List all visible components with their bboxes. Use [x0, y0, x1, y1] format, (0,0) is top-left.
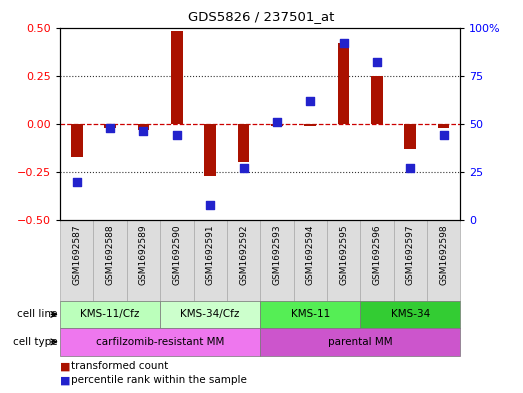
Point — [439, 132, 448, 138]
Text: GSM1692592: GSM1692592 — [239, 224, 248, 285]
Point — [272, 119, 281, 125]
Bar — [371, 75, 383, 124]
Bar — [394, 220, 427, 301]
Bar — [271, 124, 283, 126]
Point — [173, 132, 181, 138]
Bar — [327, 220, 360, 301]
Point — [106, 125, 115, 131]
Bar — [204, 124, 216, 176]
Text: GSM1692593: GSM1692593 — [272, 224, 281, 285]
Bar — [160, 220, 194, 301]
Text: GSM1692594: GSM1692594 — [306, 224, 315, 285]
Text: KMS-11/Cfz: KMS-11/Cfz — [81, 309, 140, 320]
Point — [406, 165, 414, 171]
Bar — [138, 124, 150, 130]
Point — [206, 202, 214, 208]
Point — [139, 129, 147, 135]
Bar — [304, 124, 316, 126]
Bar — [60, 328, 260, 356]
Text: ■: ■ — [60, 361, 71, 371]
Bar — [260, 220, 293, 301]
Text: GSM1692598: GSM1692598 — [439, 224, 448, 285]
Text: GSM1692588: GSM1692588 — [106, 224, 115, 285]
Point — [73, 178, 81, 185]
Text: KMS-34: KMS-34 — [391, 309, 430, 320]
Text: KMS-34/Cfz: KMS-34/Cfz — [180, 309, 240, 320]
Bar — [60, 220, 94, 301]
Text: GSM1692595: GSM1692595 — [339, 224, 348, 285]
Bar — [127, 220, 160, 301]
Bar — [60, 301, 160, 328]
Point — [306, 97, 314, 104]
Bar — [360, 220, 393, 301]
Bar — [94, 220, 127, 301]
Bar — [194, 220, 227, 301]
Text: carfilzomib-resistant MM: carfilzomib-resistant MM — [96, 337, 224, 347]
Bar — [260, 301, 360, 328]
Text: GSM1692587: GSM1692587 — [72, 224, 81, 285]
Point — [373, 59, 381, 65]
Text: transformed count: transformed count — [71, 361, 168, 371]
Text: cell type: cell type — [13, 337, 58, 347]
Text: ■: ■ — [60, 375, 71, 386]
Bar — [237, 124, 249, 162]
Text: parental MM: parental MM — [328, 337, 393, 347]
Text: GSM1692591: GSM1692591 — [206, 224, 214, 285]
Bar — [438, 124, 449, 128]
Text: cell line: cell line — [17, 309, 58, 320]
Text: KMS-11: KMS-11 — [291, 309, 330, 320]
Bar — [404, 124, 416, 149]
Bar — [71, 124, 83, 156]
Bar — [227, 220, 260, 301]
Bar — [360, 301, 460, 328]
Text: percentile rank within the sample: percentile rank within the sample — [71, 375, 246, 386]
Point — [339, 40, 348, 46]
Text: GSM1692590: GSM1692590 — [173, 224, 181, 285]
Text: GDS5826 / 237501_at: GDS5826 / 237501_at — [188, 10, 335, 23]
Text: GSM1692589: GSM1692589 — [139, 224, 148, 285]
Text: GSM1692596: GSM1692596 — [372, 224, 381, 285]
Text: GSM1692597: GSM1692597 — [406, 224, 415, 285]
Bar — [427, 220, 460, 301]
Point — [240, 165, 248, 171]
Bar — [293, 220, 327, 301]
Bar — [338, 43, 349, 124]
Bar — [171, 31, 183, 124]
Bar — [104, 124, 116, 128]
Bar — [160, 301, 260, 328]
Bar — [260, 328, 460, 356]
